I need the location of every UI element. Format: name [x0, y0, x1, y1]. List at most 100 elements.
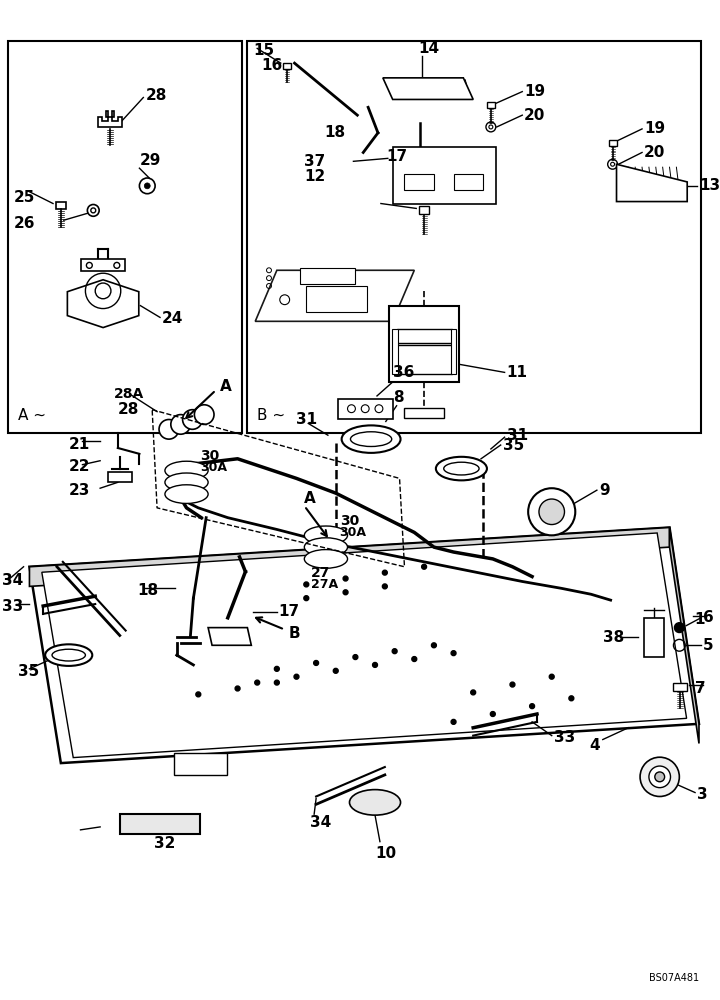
- Ellipse shape: [305, 550, 348, 568]
- Text: BS07A481: BS07A481: [649, 973, 699, 983]
- Polygon shape: [616, 164, 687, 202]
- Text: 38: 38: [603, 630, 624, 645]
- Text: 33: 33: [2, 599, 23, 614]
- Text: 26: 26: [14, 216, 35, 231]
- Text: 19: 19: [644, 121, 665, 136]
- Bar: [673, 683, 687, 691]
- Text: B: B: [289, 626, 300, 641]
- Polygon shape: [383, 78, 473, 99]
- Bar: [108, 472, 132, 482]
- Bar: [405, 408, 444, 418]
- Ellipse shape: [305, 538, 348, 556]
- Text: 33: 33: [554, 730, 575, 745]
- Text: 28A: 28A: [114, 387, 144, 401]
- Bar: [608, 140, 616, 146]
- Ellipse shape: [436, 457, 487, 480]
- Circle shape: [372, 662, 377, 667]
- Circle shape: [392, 649, 397, 654]
- Circle shape: [649, 766, 670, 788]
- Text: 36: 36: [392, 365, 414, 380]
- Circle shape: [431, 643, 436, 648]
- Circle shape: [183, 410, 202, 429]
- Bar: [454, 174, 483, 190]
- Bar: [306, 286, 367, 312]
- Text: 1: 1: [694, 612, 705, 627]
- Circle shape: [196, 692, 201, 697]
- Text: 27A: 27A: [311, 578, 338, 591]
- Text: 34: 34: [2, 573, 23, 588]
- Circle shape: [304, 596, 309, 601]
- Text: 30: 30: [200, 449, 220, 463]
- Text: 30: 30: [340, 514, 359, 528]
- Ellipse shape: [341, 425, 400, 453]
- Bar: [8, 41, 241, 433]
- Text: 14: 14: [418, 41, 439, 56]
- Bar: [248, 41, 701, 433]
- Text: A: A: [305, 491, 316, 506]
- Circle shape: [353, 655, 358, 660]
- Text: 21: 21: [68, 437, 90, 452]
- Circle shape: [451, 651, 456, 656]
- Bar: [300, 268, 356, 284]
- Text: 28: 28: [145, 88, 166, 103]
- Text: 17: 17: [279, 604, 300, 619]
- Bar: [487, 102, 495, 108]
- Polygon shape: [30, 527, 670, 586]
- Ellipse shape: [165, 461, 208, 480]
- Circle shape: [343, 576, 348, 581]
- Text: 29: 29: [140, 153, 161, 168]
- Text: 32: 32: [154, 836, 176, 851]
- Circle shape: [159, 419, 179, 439]
- Text: 28: 28: [118, 402, 139, 417]
- Circle shape: [235, 686, 240, 691]
- Text: 9: 9: [599, 483, 609, 498]
- Text: 37: 37: [305, 154, 325, 169]
- Polygon shape: [208, 628, 251, 645]
- Bar: [389, 306, 459, 382]
- Text: 25: 25: [14, 190, 35, 205]
- Text: 22: 22: [68, 459, 90, 474]
- Text: 20: 20: [644, 145, 665, 160]
- Circle shape: [333, 668, 338, 673]
- Ellipse shape: [165, 485, 208, 503]
- Polygon shape: [670, 527, 699, 743]
- Bar: [405, 174, 434, 190]
- Text: 27: 27: [311, 566, 330, 580]
- Text: A: A: [220, 379, 232, 394]
- Polygon shape: [98, 111, 122, 127]
- Circle shape: [294, 674, 299, 679]
- Circle shape: [539, 499, 564, 525]
- Bar: [174, 753, 227, 775]
- Bar: [81, 259, 125, 271]
- Text: 30A: 30A: [200, 461, 228, 474]
- Circle shape: [274, 680, 279, 685]
- Text: 24: 24: [162, 311, 184, 326]
- Circle shape: [549, 674, 554, 679]
- Text: 30A: 30A: [340, 526, 366, 539]
- Text: 20: 20: [524, 108, 546, 123]
- Bar: [392, 329, 397, 374]
- Text: 13: 13: [699, 178, 720, 193]
- Text: A ~: A ~: [18, 408, 45, 423]
- Ellipse shape: [165, 473, 208, 492]
- Text: B ~: B ~: [257, 408, 285, 423]
- Ellipse shape: [349, 790, 400, 815]
- Text: 16: 16: [261, 58, 282, 73]
- Polygon shape: [42, 533, 687, 758]
- Circle shape: [194, 405, 214, 424]
- Text: 8: 8: [392, 390, 403, 405]
- Bar: [397, 345, 451, 374]
- Circle shape: [675, 623, 684, 633]
- Ellipse shape: [45, 644, 92, 666]
- Polygon shape: [256, 270, 414, 321]
- Circle shape: [255, 680, 260, 685]
- Text: 31: 31: [297, 412, 318, 427]
- Circle shape: [171, 415, 191, 434]
- Text: 12: 12: [305, 169, 325, 184]
- Text: 18: 18: [138, 583, 158, 598]
- Text: 19: 19: [524, 84, 545, 99]
- Polygon shape: [30, 527, 699, 763]
- Bar: [451, 329, 456, 374]
- Bar: [56, 202, 66, 209]
- Text: 31: 31: [507, 428, 528, 443]
